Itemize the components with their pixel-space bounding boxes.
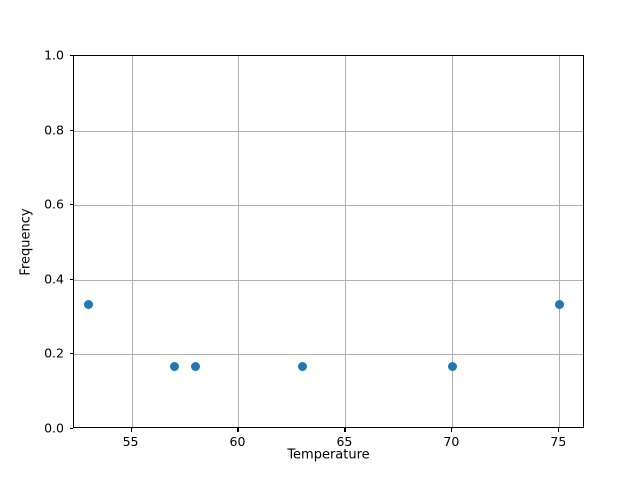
x-tick-label: 70 xyxy=(443,434,460,449)
scatter-series xyxy=(74,56,583,427)
y-tick-label: 0.6 xyxy=(44,196,64,212)
y-tick-label: 0.0 xyxy=(44,420,64,436)
x-tick-mark xyxy=(130,428,132,432)
gridline-vertical xyxy=(131,56,133,427)
x-tick-mark xyxy=(558,428,560,432)
data-point xyxy=(447,362,457,372)
x-tick-label: 60 xyxy=(229,434,246,449)
gridlines xyxy=(74,56,583,427)
y-tick-label: 1.0 xyxy=(44,47,64,63)
gridline-horizontal xyxy=(74,205,583,207)
data-point xyxy=(169,362,179,372)
data-point xyxy=(84,300,94,310)
data-point xyxy=(298,362,308,372)
y-tick-label: 0.2 xyxy=(44,345,64,361)
gridline-vertical xyxy=(559,56,561,427)
x-tick-mark xyxy=(344,428,346,432)
y-tick-label: 0.8 xyxy=(44,122,64,138)
x-tick-label: 55 xyxy=(122,434,139,449)
plot-axes-area xyxy=(73,55,584,428)
gridline-horizontal xyxy=(74,130,583,132)
y-tick-mark xyxy=(69,428,73,430)
y-tick-mark xyxy=(69,353,73,355)
y-tick-mark xyxy=(69,55,73,57)
x-tick-label: 65 xyxy=(336,434,353,449)
x-axis-label: Temperature xyxy=(287,447,370,463)
y-axis-label: Frequency xyxy=(18,207,34,276)
y-tick-mark xyxy=(69,278,73,280)
x-tick-mark xyxy=(237,428,239,432)
gridline-horizontal xyxy=(74,279,583,281)
gridline-vertical xyxy=(452,56,454,427)
x-tick-label: 75 xyxy=(550,434,567,449)
data-point xyxy=(191,362,201,372)
gridline-horizontal xyxy=(74,354,583,356)
y-tick-mark xyxy=(69,204,73,206)
data-point xyxy=(554,300,564,310)
y-tick-mark xyxy=(69,129,73,131)
gridline-vertical xyxy=(238,56,240,427)
y-tick-label: 0.4 xyxy=(44,271,64,287)
x-tick-mark xyxy=(451,428,453,432)
gridline-vertical xyxy=(345,56,347,427)
